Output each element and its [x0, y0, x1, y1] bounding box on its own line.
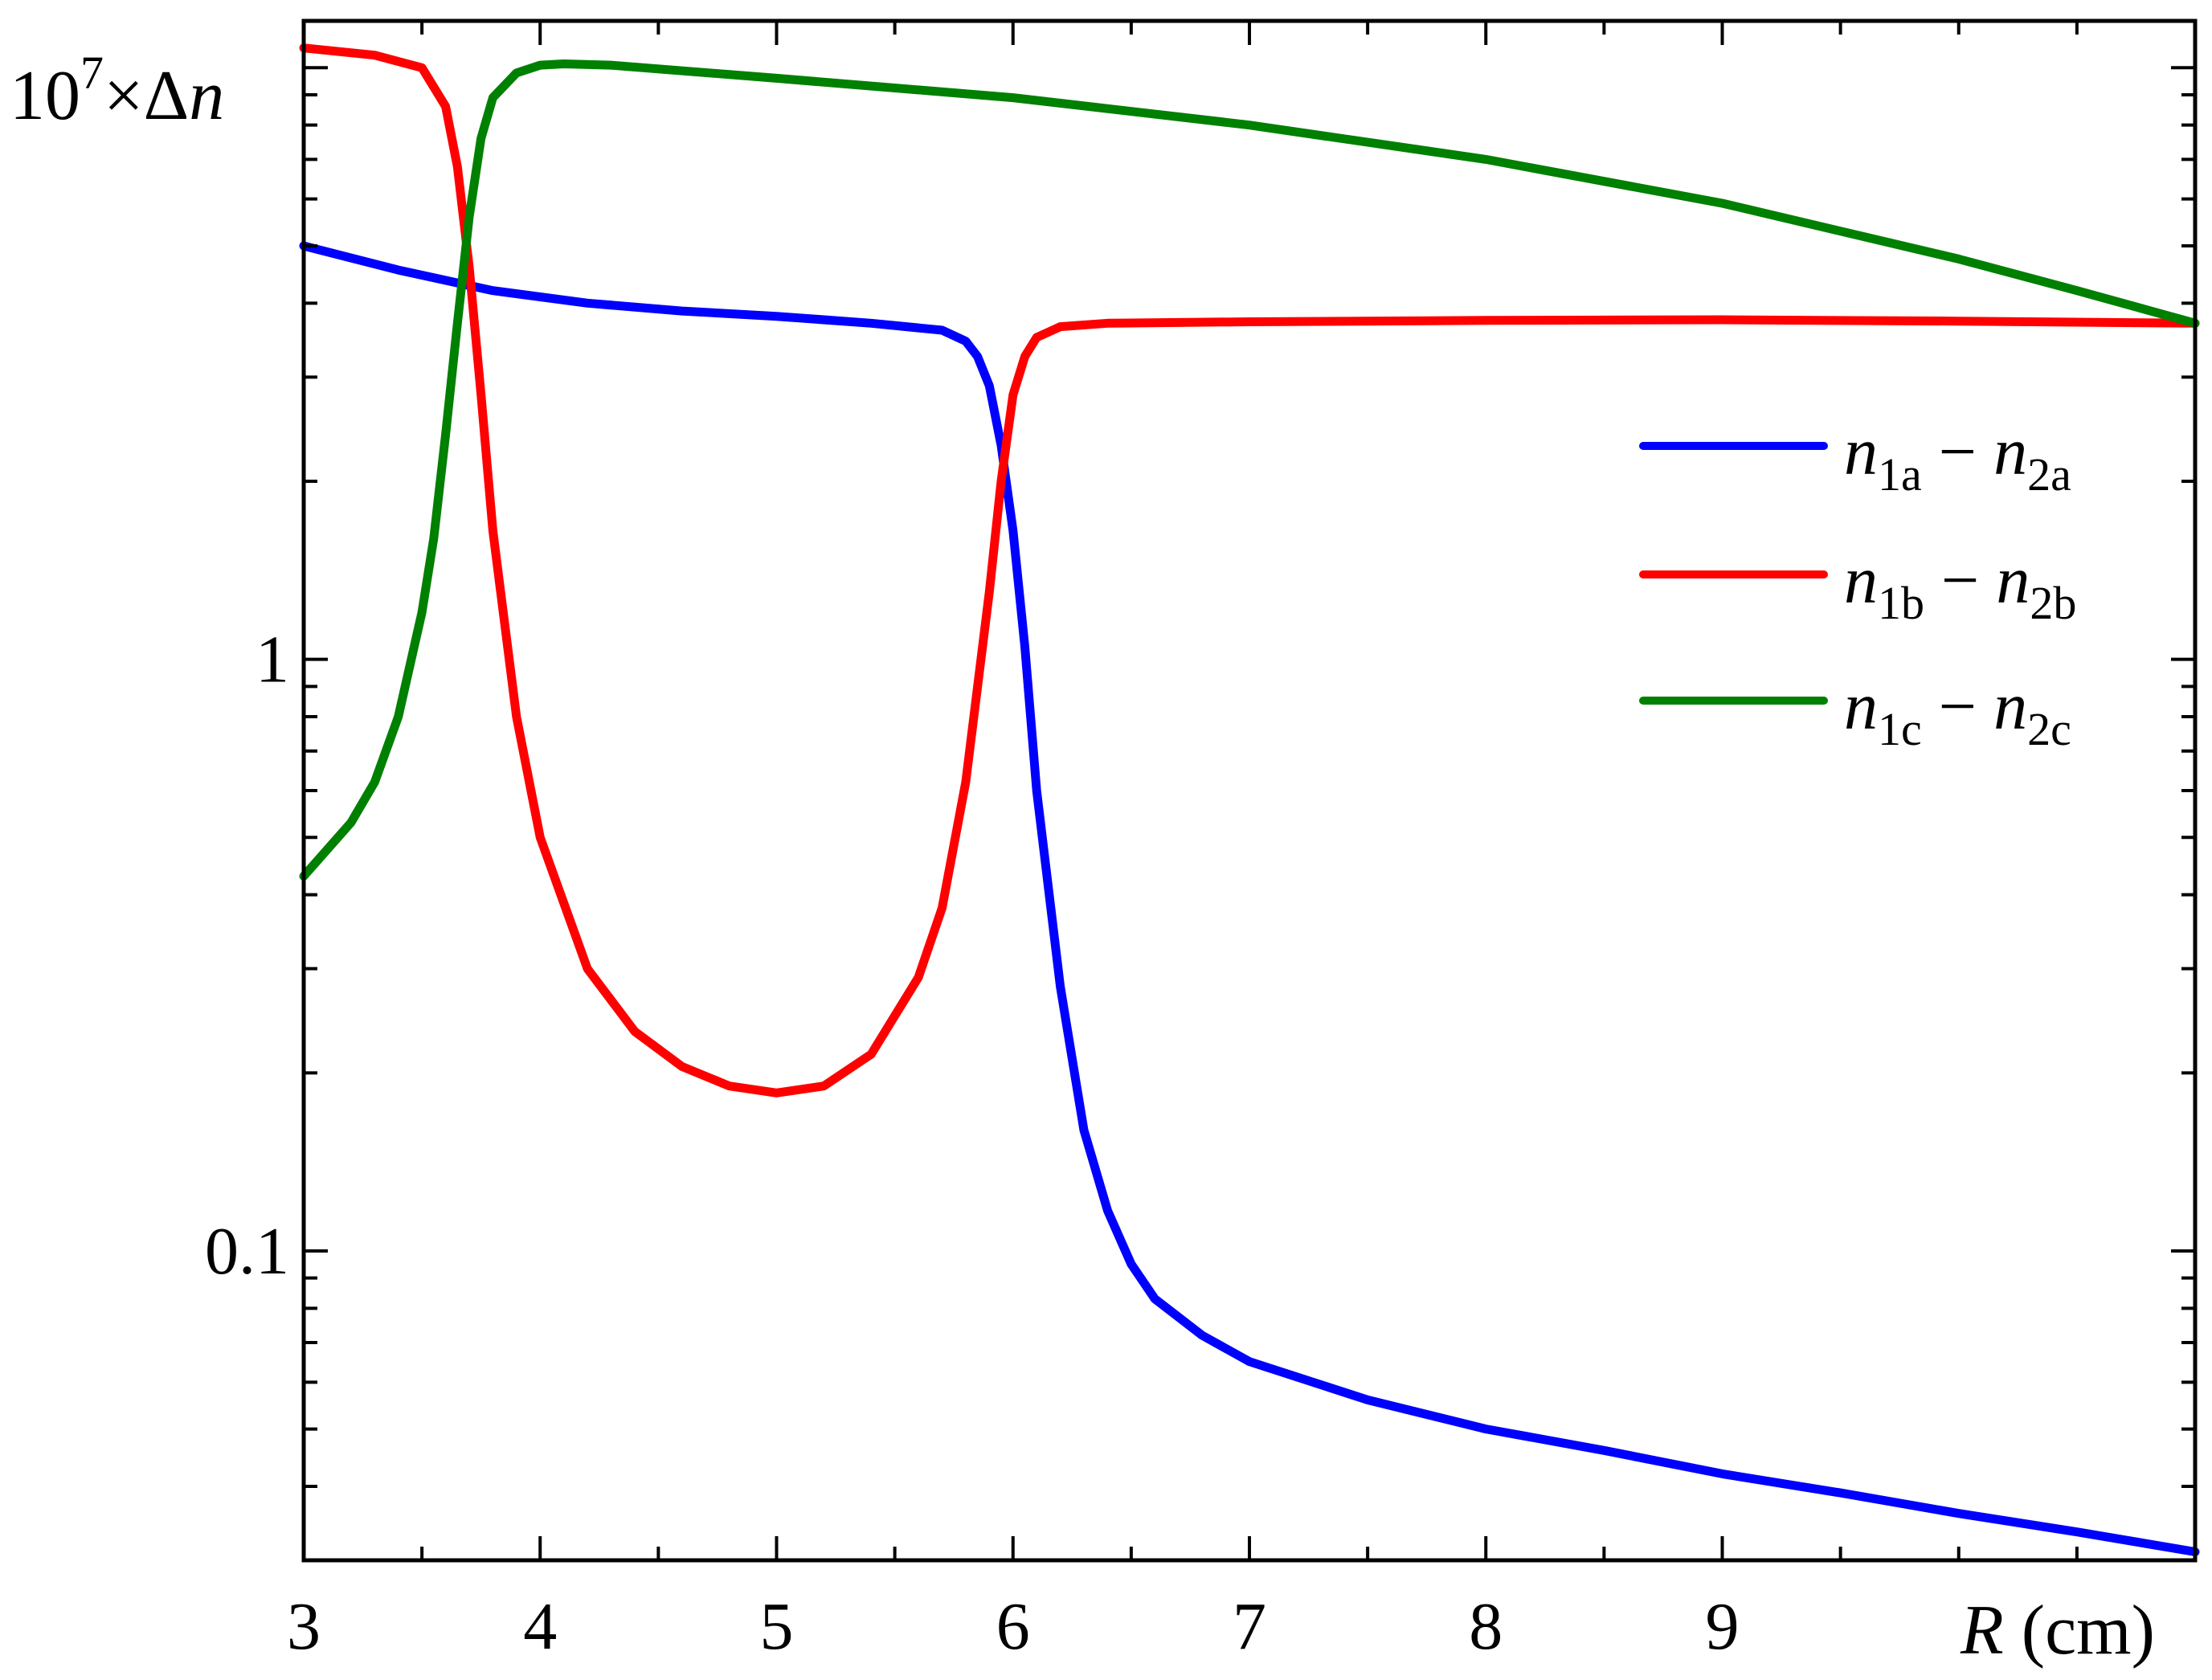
x-tick-label: 3: [287, 1589, 321, 1664]
x-tick-label: 9: [1706, 1589, 1740, 1664]
legend-entry-n1a-n2a: n1a − n2a: [1639, 415, 2071, 501]
series-line-3: [299, 59, 2200, 881]
y-axis-label-prefix: 10: [10, 57, 80, 135]
y-axis-label-variable: n: [189, 57, 224, 135]
x-tick-label: 5: [760, 1589, 794, 1664]
x-axis-label-variable: R: [1960, 1592, 2004, 1670]
x-axis-label-unit: (cm): [2004, 1592, 2155, 1670]
series-line-2: [299, 43, 2200, 1098]
x-axis-label: R (cm): [1960, 1592, 2155, 1670]
legend-label: n1b − n2b: [1844, 543, 2076, 629]
x-tick-label: 6: [996, 1589, 1030, 1664]
y-axis-label: 107×Δn: [10, 47, 224, 135]
legend-label: n1a − n2a: [1844, 415, 2071, 501]
axis-ticks: [302, 21, 2195, 1560]
legend-label: n1c − n2c: [1844, 669, 2071, 755]
legend-entry-n1b-n2b: n1b − n2b: [1639, 543, 2076, 629]
y-axis-label-times: ×Δ: [104, 57, 189, 135]
series-line-1: [299, 241, 2200, 1556]
axis-tick-labels: 3 4 5 6 7 8 9 0.1 1: [205, 623, 1740, 1664]
x-tick-label: 8: [1469, 1589, 1503, 1664]
x-tick-label: 7: [1233, 1589, 1266, 1664]
y-tick-label: 0.1: [205, 1214, 289, 1289]
y-tick-label: 1: [256, 623, 289, 697]
legend: n1a − n2a n1b − n2b n1c − n2c: [1639, 415, 2076, 755]
curves-layer: [299, 43, 2200, 1556]
x-tick-label: 4: [523, 1589, 557, 1664]
y-axis-label-exponent: 7: [80, 47, 104, 99]
legend-entry-n1c-n2c: n1c − n2c: [1639, 669, 2071, 755]
